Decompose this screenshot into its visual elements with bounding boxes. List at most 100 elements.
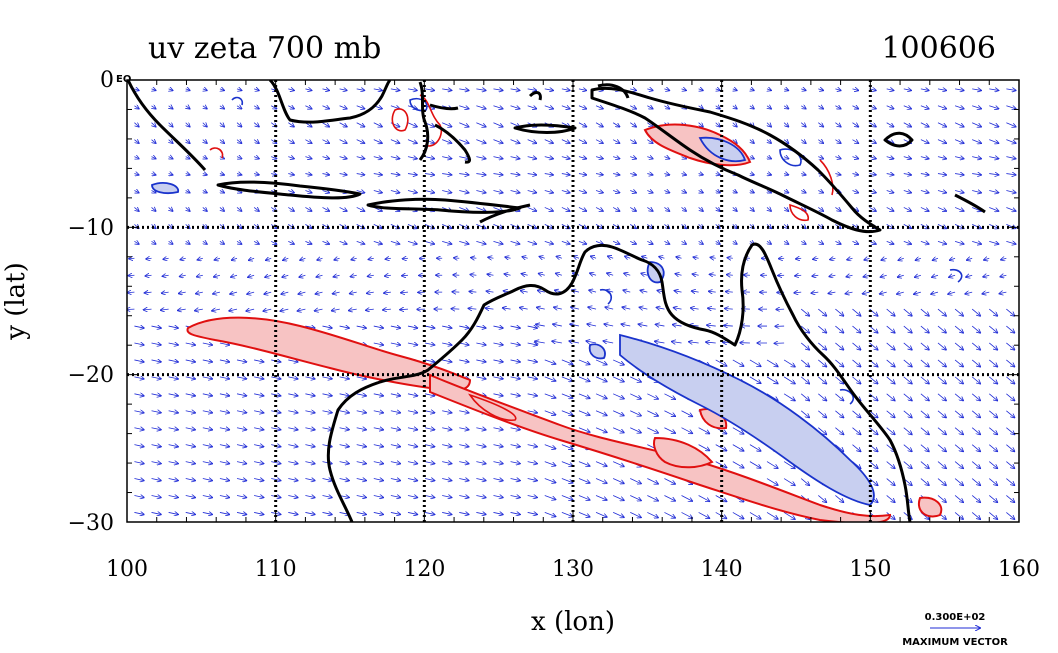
neg-vorticity-cell-1 — [151, 182, 179, 195]
wind-vector — [852, 241, 858, 244]
wind-vector — [727, 275, 733, 276]
wind-vector — [544, 478, 556, 483]
wind-vector — [288, 140, 294, 144]
wind-vector — [214, 275, 221, 277]
wind-vector — [288, 106, 294, 109]
wind-vector — [390, 241, 400, 244]
wind-vector — [356, 495, 366, 497]
wind-vector — [767, 123, 771, 127]
wind-vector — [733, 241, 737, 244]
wind-vector — [954, 122, 964, 127]
wind-vector — [710, 274, 716, 275]
wind-vector — [373, 343, 383, 345]
wind-vector — [647, 478, 658, 484]
wind-vector — [984, 258, 990, 260]
wind-vector — [459, 462, 468, 464]
wind-vector — [699, 89, 703, 91]
wind-vector — [322, 140, 329, 144]
wind-vector — [185, 495, 195, 497]
wind-vector — [989, 393, 997, 401]
wind-vector — [1006, 89, 1015, 91]
wind-vector — [767, 241, 771, 244]
wind-vector — [578, 157, 586, 159]
wind-vector — [681, 410, 693, 417]
wind-vector — [407, 428, 417, 430]
wind-vector — [733, 207, 737, 211]
x-tick-label: 110 — [255, 557, 297, 582]
wind-vector — [407, 241, 417, 244]
wind-vector — [493, 377, 502, 379]
wind-vector — [800, 376, 809, 384]
wind-vector — [168, 462, 178, 464]
wind-vector — [886, 478, 895, 486]
wind-vector — [265, 275, 272, 277]
wind-vector — [339, 445, 349, 447]
wind-vector — [989, 191, 998, 193]
wind-vector — [630, 157, 636, 159]
wind-vector — [288, 360, 297, 362]
wind-vector — [612, 207, 619, 211]
wind-vector — [698, 123, 703, 127]
wind-vector — [203, 207, 207, 211]
wind-vector — [971, 376, 980, 384]
wind-vector — [168, 512, 178, 514]
wind-vector — [425, 89, 434, 91]
wind-vector — [852, 376, 860, 384]
wind-vector — [800, 123, 806, 127]
wind-vector — [288, 191, 294, 193]
wind-vector — [236, 191, 242, 193]
wind-vector — [356, 326, 366, 328]
wind-vector — [151, 512, 161, 514]
wind-vector — [305, 377, 314, 379]
wind-vector — [271, 174, 276, 175]
wind-vector — [254, 462, 263, 464]
wind-vector — [146, 258, 152, 259]
wind-vector — [937, 325, 946, 333]
wind-vector — [982, 292, 990, 294]
wind-vector — [698, 444, 710, 451]
wind-vector — [640, 290, 648, 292]
wind-vector — [356, 191, 365, 193]
wind-vector — [794, 292, 802, 293]
wind-vector — [151, 394, 161, 396]
wind-vector — [288, 174, 294, 175]
wind-vector — [578, 89, 586, 91]
wind-vector — [623, 290, 631, 292]
wind-vector — [595, 241, 603, 244]
wind-vector — [784, 191, 788, 193]
wind-vector — [186, 174, 190, 175]
wind-vector — [1006, 427, 1014, 435]
wind-vector — [630, 140, 636, 144]
wind-vector — [886, 461, 895, 469]
wind-vector — [699, 241, 703, 244]
wind-vector — [322, 512, 331, 514]
wind-vector — [689, 342, 699, 343]
wind-vector — [903, 427, 912, 435]
wind-vector — [681, 427, 693, 434]
wind-vector — [339, 326, 349, 328]
wind-vector — [647, 241, 652, 244]
wind-vector — [544, 461, 556, 466]
wind-vector — [561, 139, 570, 144]
wind-vector — [356, 89, 365, 91]
vorticity-band-west — [186, 316, 472, 392]
wind-vector — [407, 157, 417, 159]
wind-vector — [750, 191, 754, 193]
wind-vector — [493, 394, 502, 396]
wind-vector — [920, 359, 929, 367]
wind-vector — [271, 428, 280, 430]
wind-vector — [989, 342, 997, 350]
wind-vector — [390, 343, 400, 345]
wind-vector — [356, 445, 366, 447]
wind-vector — [692, 274, 699, 275]
wind-vector — [322, 106, 329, 109]
wind-vector — [954, 106, 964, 109]
wind-vector — [186, 191, 190, 193]
wind-vector — [732, 359, 744, 366]
wind-vector — [989, 157, 998, 159]
wind-vector — [716, 207, 720, 211]
wind-vector — [219, 377, 229, 379]
wind-vector — [185, 428, 195, 430]
wind-vector — [527, 462, 537, 464]
wind-vector — [674, 308, 682, 309]
